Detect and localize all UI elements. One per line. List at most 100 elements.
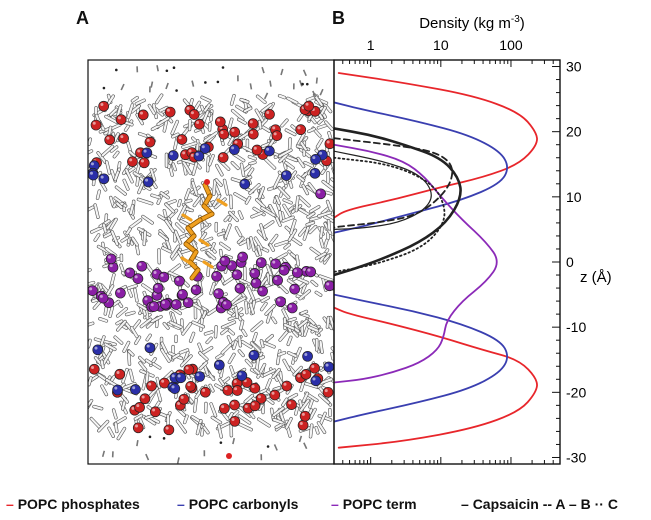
lipid-stick [109, 123, 121, 130]
lipid-stick [282, 159, 287, 170]
capsaicin-oxygen [204, 179, 210, 185]
lipid-stick [283, 323, 295, 330]
solvent-dot [216, 80, 220, 84]
lipid-stick [161, 246, 172, 253]
lipid-stick [158, 232, 169, 241]
carbonyl-bead [248, 349, 260, 361]
lipid-stick [238, 414, 251, 425]
lipid-stick [191, 181, 198, 196]
lipid-stick [101, 351, 112, 367]
lipid-stick [109, 218, 118, 230]
term-bead-highlight [213, 273, 217, 277]
lipid-stick [180, 318, 184, 333]
lipid-stick [307, 127, 316, 133]
lipid-stick [240, 163, 245, 177]
lipid-stick [151, 123, 164, 131]
lipid-stick [283, 198, 293, 204]
lipid-stick [250, 211, 263, 218]
lipid-stick [307, 326, 319, 332]
lipid-stick [228, 211, 239, 222]
carbonyl-bead-highlight [132, 386, 136, 390]
lipid-stick [150, 168, 156, 181]
lipid-stick [189, 332, 195, 343]
lipid-stick [114, 336, 123, 345]
series-line-c-8 [334, 156, 446, 273]
lipid-stick [106, 95, 115, 106]
term-bead [291, 267, 303, 278]
lipid-stick [296, 132, 306, 147]
lipid-stick [160, 191, 170, 199]
carbonyl-bead-highlight [100, 175, 104, 179]
phosphate-bead-highlight [305, 102, 309, 106]
carbonyl-bead-highlight [171, 374, 175, 378]
lipid-stick [258, 120, 262, 129]
phosphate-bead [200, 386, 211, 398]
lipid-stick [90, 417, 101, 428]
lipid-stick [275, 195, 281, 205]
carbonyl-bead-highlight [250, 352, 254, 356]
lipid-stick [88, 138, 92, 146]
term-bead [231, 269, 243, 281]
lipid-stick [303, 322, 310, 337]
term-bead [97, 292, 109, 304]
phosphate-bead-highlight [257, 395, 261, 399]
density-tick-label: 100 [499, 37, 523, 53]
term-bead [315, 188, 326, 200]
lipid-stick [129, 204, 134, 215]
lipid-stick [319, 226, 324, 238]
series-line-a-6 [334, 137, 454, 229]
phosphate-bead-highlight [221, 405, 225, 409]
lipid-stick [319, 412, 327, 426]
lipid-stick [163, 322, 170, 330]
water-stick [156, 65, 159, 72]
phosphate-bead [247, 118, 259, 129]
lipid-stick [143, 230, 147, 246]
term-bead-highlight [236, 285, 240, 289]
lipid-stick [284, 161, 295, 169]
legend-label-a: A [555, 496, 566, 512]
solvent-dot [165, 69, 169, 73]
carbonyl-bead-highlight [146, 344, 150, 348]
water-stick [136, 440, 139, 447]
lipid-stick [251, 321, 263, 332]
series-line-b-7 [334, 150, 432, 230]
solvent-dot [301, 82, 304, 86]
lipid-stick [324, 121, 334, 131]
lipid-stick [238, 278, 251, 286]
phosphate-bead [229, 415, 241, 427]
lipid-stick [234, 306, 239, 319]
lipid-stick [330, 352, 334, 360]
lipid-stick [233, 192, 248, 202]
phosphate-bead-highlight [271, 391, 275, 395]
phosphate-bead-highlight [249, 120, 253, 124]
lipid-stick [176, 419, 187, 434]
carbonyl-bead [130, 384, 141, 395]
phosphate-bead [286, 399, 297, 410]
phosphate-bead [137, 109, 149, 121]
z-tick-label: 10 [566, 189, 582, 205]
phosphate-bead-highlight [283, 382, 287, 386]
phosphate-bead-highlight [186, 106, 190, 110]
term-bead [289, 283, 300, 295]
lipid-stick [260, 387, 270, 394]
phosphate-bead [322, 386, 334, 398]
term-bead-highlight [303, 268, 307, 272]
lipid-stick [138, 356, 146, 363]
lipid-stick [231, 161, 240, 170]
lipid-stick [99, 127, 112, 133]
phosphate-bead-highlight [178, 136, 182, 140]
term-bead-highlight [192, 286, 196, 290]
lipid-stick [210, 242, 216, 251]
phosphate-bead-highlight [251, 402, 255, 406]
phosphate-bead-highlight [185, 366, 189, 370]
lipid-stick [155, 94, 163, 104]
term-bead [257, 285, 268, 297]
phosphate-bead-highlight [219, 154, 223, 158]
lipid-stick [278, 153, 288, 163]
lipid-stick [316, 138, 323, 148]
lipid-stick [282, 216, 295, 223]
term-bead [237, 251, 248, 263]
lipid-stick [217, 232, 226, 236]
phosphate-bead-highlight [140, 159, 144, 163]
legend-label-capsaicin: Capsaicin [472, 496, 539, 512]
